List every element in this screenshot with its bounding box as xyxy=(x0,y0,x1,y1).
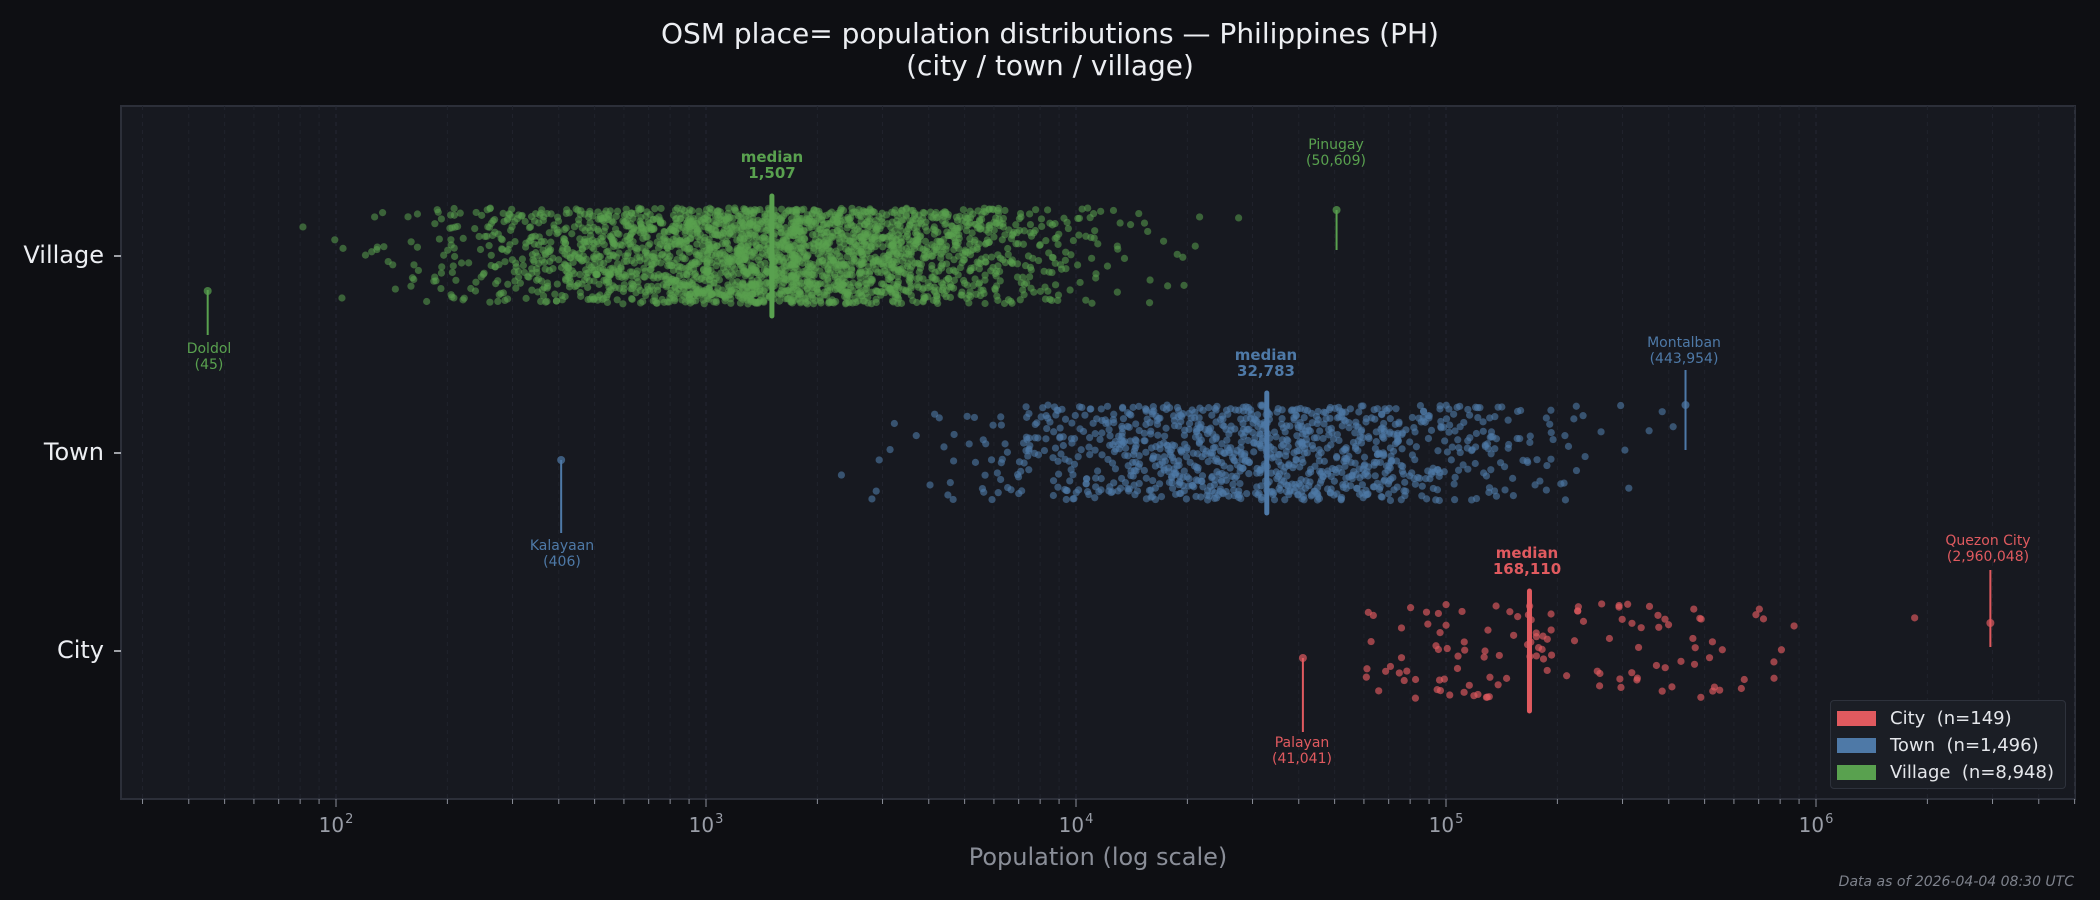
x-tick-1e4: 104 xyxy=(1058,812,1094,837)
y-label-town: Town xyxy=(43,438,104,466)
annotation-town-min: Kalayaan (406) xyxy=(529,538,595,570)
legend-item-city: City (n=149) xyxy=(1837,706,2012,730)
legend-swatch-city xyxy=(1837,710,1876,726)
median-lines xyxy=(769,193,1532,714)
legend: City (n=149) Town (n=1,496) Village (n=8… xyxy=(1830,700,2066,789)
annotation-town-max: Montalban (443,954) xyxy=(1647,335,1721,367)
scatter-points xyxy=(299,204,1919,702)
median-label-village: median 1,507 xyxy=(740,148,804,182)
y-label-village: Village xyxy=(23,241,104,269)
annotation-village-max: Pinugay (50,609) xyxy=(1306,137,1366,169)
legend-swatch-village xyxy=(1837,764,1876,780)
annotation-village-min: Doldol (45) xyxy=(186,341,232,373)
x-tick-1e3: 103 xyxy=(688,812,724,837)
data-timestamp: Data as of 2026-04-04 08:30 UTC xyxy=(1838,874,2074,890)
plot-background xyxy=(120,105,2076,800)
annotation-city-min: Palayan (41,041) xyxy=(1272,735,1332,767)
y-tick-marks xyxy=(114,255,121,652)
x-axis-label: Population (log scale) xyxy=(968,843,1228,871)
median-label-town: median 32,783 xyxy=(1234,346,1298,380)
legend-item-town: Town (n=1,496) xyxy=(1837,733,2039,757)
chart-title: OSM place= population distributions — Ph… xyxy=(0,18,2100,82)
y-label-city: City xyxy=(56,636,104,664)
x-tick-1e2: 102 xyxy=(318,812,354,837)
x-tick-1e6: 106 xyxy=(1798,812,1834,837)
chart-title-line2: (city / town / village) xyxy=(906,49,1194,82)
annotation-city-max: Quezon City (2,960,048) xyxy=(1945,533,2031,565)
extreme-markers xyxy=(203,206,1995,732)
legend-item-village: Village (n=8,948) xyxy=(1837,760,2054,784)
x-tick-marks xyxy=(142,799,2076,807)
chart-title-line1: OSM place= population distributions — Ph… xyxy=(661,17,1439,50)
median-label-city: median 168,110 xyxy=(1492,544,1562,578)
legend-swatch-town xyxy=(1837,737,1876,753)
x-tick-1e5: 105 xyxy=(1428,812,1464,837)
